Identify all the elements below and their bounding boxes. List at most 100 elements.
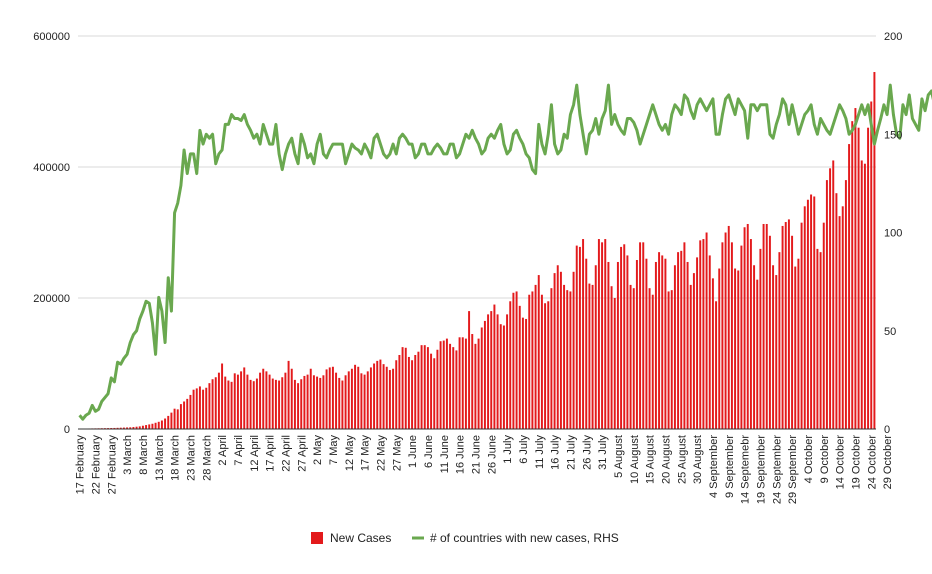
bar-new-cases bbox=[414, 354, 417, 429]
bar-new-cases bbox=[483, 320, 486, 429]
bar-new-cases bbox=[604, 239, 607, 429]
new-cases-bars bbox=[78, 72, 876, 430]
bar-new-cases bbox=[268, 374, 271, 429]
x-tick-label: 29 September bbox=[787, 435, 799, 504]
bar-new-cases bbox=[819, 252, 822, 429]
bar-new-cases bbox=[664, 258, 667, 429]
bar-new-cases bbox=[243, 367, 246, 429]
bar-new-cases bbox=[645, 258, 648, 429]
x-tick-label: 29 October bbox=[882, 435, 894, 490]
bar-new-cases bbox=[816, 248, 819, 430]
bar-new-cases bbox=[658, 252, 661, 429]
bar-new-cases bbox=[382, 364, 385, 429]
x-tick-label: 1 July bbox=[502, 435, 514, 464]
bar-new-cases bbox=[303, 375, 306, 429]
bar-new-cases bbox=[170, 412, 173, 430]
bar-new-cases bbox=[569, 291, 572, 429]
bar-new-cases bbox=[677, 252, 680, 429]
bar-new-cases bbox=[195, 388, 198, 429]
bar-new-cases bbox=[442, 340, 445, 429]
bar-new-cases bbox=[810, 194, 813, 429]
x-tick-label: 10 August bbox=[629, 435, 641, 484]
bar-new-cases bbox=[753, 265, 756, 429]
x-tick-label: 20 August bbox=[660, 435, 672, 484]
bar-new-cases bbox=[642, 242, 645, 429]
bar-new-cases bbox=[154, 422, 157, 429]
bar-new-cases bbox=[439, 341, 442, 429]
bar-new-cases bbox=[281, 377, 284, 429]
bar-new-cases bbox=[851, 121, 854, 430]
x-tick-label: 22 May bbox=[375, 435, 387, 472]
bar-new-cases bbox=[841, 206, 844, 429]
bar-new-cases bbox=[749, 239, 752, 429]
bar-new-cases bbox=[420, 345, 423, 429]
x-tick-label: 6 July bbox=[518, 435, 530, 464]
bar-new-cases bbox=[759, 248, 762, 430]
x-tick-label: 12 May bbox=[344, 435, 356, 472]
bar-new-cases bbox=[803, 206, 806, 429]
x-tick-label: 14 October bbox=[835, 435, 847, 490]
bar-new-cases bbox=[278, 380, 281, 429]
bar-new-cases bbox=[537, 275, 540, 429]
bar-new-cases bbox=[582, 239, 585, 429]
bar-new-cases bbox=[550, 288, 553, 429]
bar-new-cases bbox=[743, 227, 746, 429]
bar-new-cases bbox=[578, 246, 581, 429]
legend-label-new-cases: New Cases bbox=[330, 531, 391, 545]
bar-new-cases bbox=[167, 415, 170, 429]
bar-new-cases bbox=[496, 314, 499, 430]
bar-new-cases bbox=[870, 101, 873, 429]
bar-new-cases bbox=[211, 379, 214, 429]
bar-new-cases bbox=[157, 421, 160, 429]
left-tick-label: 0 bbox=[64, 424, 70, 436]
bar-new-cases bbox=[692, 273, 695, 429]
bar-new-cases bbox=[230, 381, 233, 429]
bar-new-cases bbox=[787, 219, 790, 429]
bar-new-cases bbox=[328, 367, 331, 429]
bar-new-cases bbox=[255, 378, 258, 429]
bar-new-cases bbox=[341, 380, 344, 429]
bar-new-cases bbox=[452, 347, 455, 430]
x-tick-label: 27 May bbox=[391, 435, 403, 472]
bar-new-cases bbox=[654, 261, 657, 429]
bar-new-cases bbox=[119, 427, 122, 429]
x-tick-label: 27 February bbox=[106, 435, 118, 495]
bar-new-cases bbox=[401, 347, 404, 430]
right-tick-label: 200 bbox=[884, 31, 902, 43]
bar-new-cases bbox=[509, 301, 512, 429]
bar-new-cases bbox=[138, 426, 141, 429]
left-tick-label: 600000 bbox=[33, 31, 70, 43]
left-axis: 0 200000 400000 600000 bbox=[33, 31, 70, 436]
bar-new-cases bbox=[436, 349, 439, 429]
x-tick-label: 21 June bbox=[470, 435, 482, 474]
bar-new-cases bbox=[534, 284, 537, 429]
bar-new-cases bbox=[236, 374, 239, 429]
bar-new-cases bbox=[322, 375, 325, 429]
x-tick-label: 4 October bbox=[803, 435, 815, 484]
bar-new-cases bbox=[528, 294, 531, 429]
bar-new-cases bbox=[379, 359, 382, 429]
bar-new-cases bbox=[588, 283, 591, 429]
x-tick-label: 16 July bbox=[550, 435, 562, 470]
x-tick-label: 24 September bbox=[771, 435, 783, 504]
bar-new-cases bbox=[556, 265, 559, 429]
bar-new-cases bbox=[259, 372, 262, 429]
legend-swatch-new-cases bbox=[311, 532, 323, 544]
bar-new-cases bbox=[490, 311, 493, 429]
x-tick-label: 25 August bbox=[676, 435, 688, 484]
bar-new-cases bbox=[395, 360, 398, 429]
bar-new-cases bbox=[601, 242, 604, 429]
left-tick-label: 400000 bbox=[33, 162, 70, 174]
bar-new-cases bbox=[407, 356, 410, 429]
bar-new-cases bbox=[316, 376, 319, 429]
bar-new-cases bbox=[506, 314, 509, 430]
x-tick-label: 3 March bbox=[122, 435, 134, 475]
bar-new-cases bbox=[667, 291, 670, 429]
bar-new-cases bbox=[274, 379, 277, 430]
bar-new-cases bbox=[366, 371, 369, 429]
bar-new-cases bbox=[217, 372, 220, 429]
bar-new-cases bbox=[493, 304, 496, 429]
line-countries-with-new-cases bbox=[78, 83, 932, 421]
bar-new-cases bbox=[648, 288, 651, 429]
bar-new-cases bbox=[566, 290, 569, 429]
